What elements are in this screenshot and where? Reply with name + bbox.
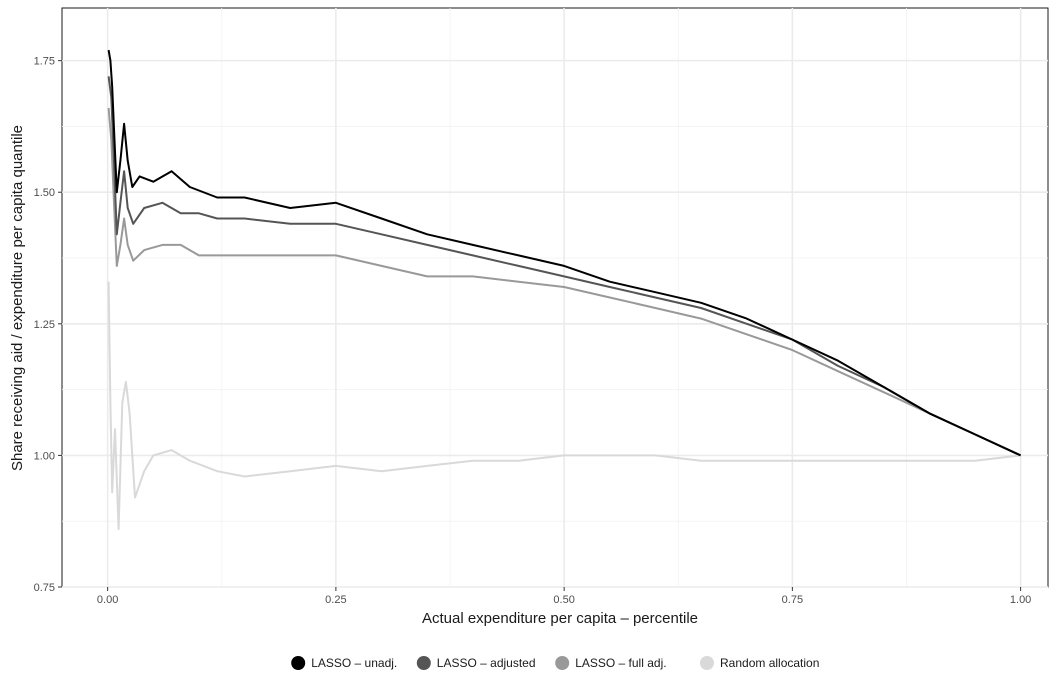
- x-tick-label: 0.50: [553, 594, 574, 606]
- y-tick-label: 1.25: [34, 319, 55, 331]
- x-axis-title: Actual expenditure per capita – percenti…: [422, 610, 698, 627]
- y-tick-label: 0.75: [34, 582, 55, 594]
- legend-key-1: [416, 656, 431, 670]
- y-axis: 0.75 1.00 1.25 1.50 1.75: [34, 56, 62, 594]
- legend-label-3: Random allocation: [720, 656, 819, 670]
- y-tick-label: 1.75: [34, 56, 55, 68]
- x-axis: 0.00 0.25 0.50 0.75 1.00: [97, 587, 1031, 606]
- x-tick-label: 0.75: [782, 594, 803, 606]
- series-layer: [107, 49, 1022, 531]
- grid-minor: [62, 8, 1048, 587]
- y-tick-label: 1.00: [34, 450, 55, 462]
- grid-major: [62, 8, 1048, 588]
- legend: LASSO – unadj. LASSO – adjusted LASSO – fu…: [291, 656, 819, 670]
- series-line-0: [107, 49, 1022, 457]
- legend-key-3: [700, 656, 714, 670]
- y-axis-title: Share receiving aid / expenditure per ca…: [9, 125, 26, 471]
- series-line-3: [107, 281, 1021, 531]
- legend-label-1: LASSO – adjusted: [437, 656, 536, 670]
- legend-label-0: LASSO – unadj.: [311, 656, 397, 670]
- x-tick-label: 0.00: [97, 594, 118, 606]
- series-line-2: [107, 107, 1022, 457]
- x-tick-label: 0.25: [325, 594, 346, 606]
- x-tick-label: 1.00: [1010, 594, 1031, 606]
- legend-key-0: [291, 656, 306, 670]
- plot-panel: [61, 7, 1049, 588]
- legend-label-2: LASSO – full adj.: [575, 656, 666, 670]
- legend-key-2: [555, 656, 570, 670]
- y-tick-label: 1.50: [34, 187, 55, 199]
